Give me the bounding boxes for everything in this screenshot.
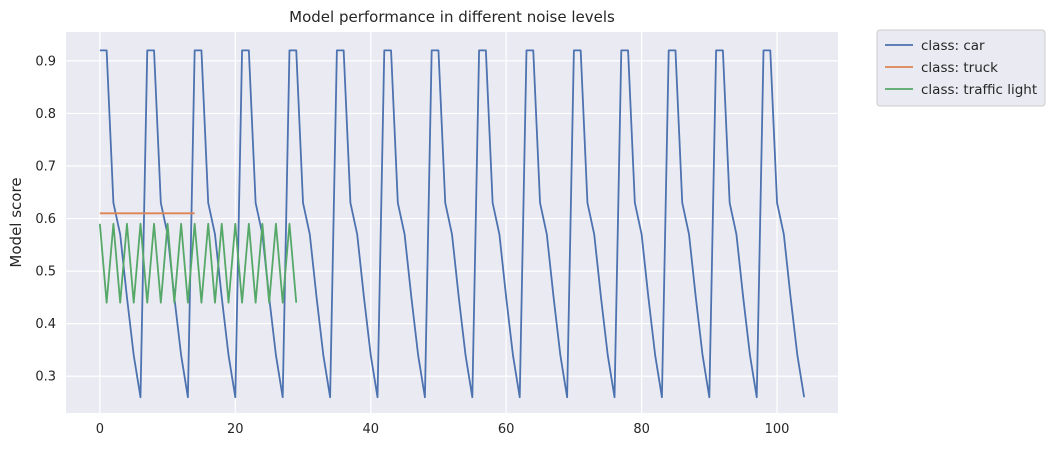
series-line-class-car: [99, 49, 806, 399]
y-tick-label: 0.3: [35, 370, 56, 385]
series-line-class-traffic-light: [98, 222, 298, 304]
legend: class: car class: truck class: traffic lig…: [876, 29, 1046, 107]
x-axis-ticks: 0 20 40 60 80 100: [96, 422, 790, 437]
legend-label: class: truck: [921, 60, 998, 76]
series-lines: [98, 49, 806, 399]
x-tick-label: 20: [227, 422, 244, 437]
x-tick-label: 80: [633, 422, 650, 437]
y-axis-label: Model score: [7, 177, 25, 267]
x-tick-label: 40: [362, 422, 379, 437]
y-tick-label: 0.8: [35, 107, 56, 122]
legend-label: class: traffic light: [921, 82, 1037, 98]
legend-box: [876, 29, 1046, 107]
y-axis-ticks: 0.3 0.4 0.5 0.6 0.7 0.8 0.9: [35, 54, 56, 384]
y-tick-label: 0.5: [35, 265, 56, 280]
x-tick-label: 60: [498, 422, 515, 437]
y-tick-label: 0.4: [35, 317, 56, 332]
x-tick-label: 100: [765, 422, 790, 437]
chart-title: Model performance in different noise lev…: [289, 8, 615, 26]
y-tick-label: 0.6: [35, 212, 56, 227]
legend-label: class: car: [921, 38, 985, 54]
y-tick-label: 0.9: [35, 54, 56, 69]
y-tick-label: 0.7: [35, 160, 56, 175]
x-tick-label: 0: [96, 422, 104, 437]
